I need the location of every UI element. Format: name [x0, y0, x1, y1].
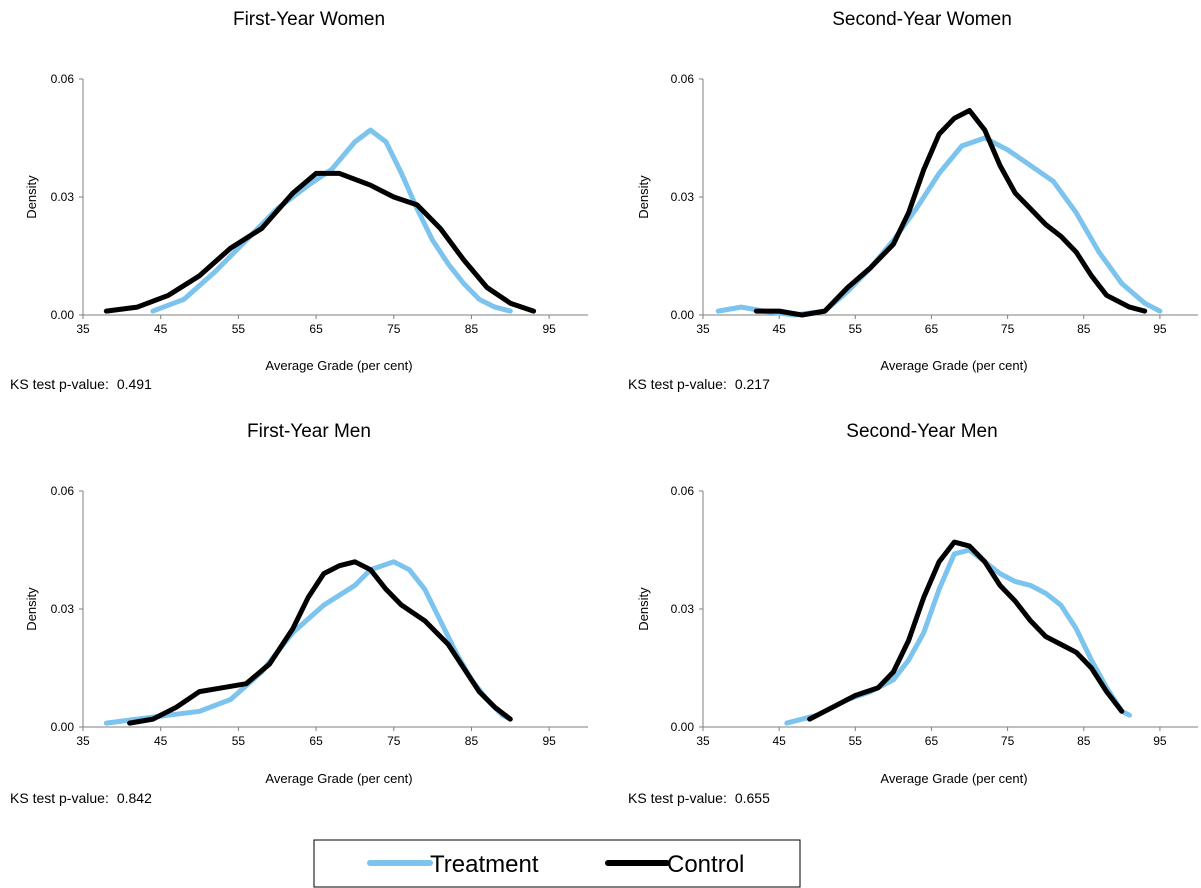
x-tick-label: 75: [387, 734, 401, 748]
x-tick-label: 55: [849, 734, 863, 748]
panel-2: Second-Year Women 0.00 0.03 0.06 35 45 55 65 75 8…: [628, 9, 1198, 392]
x-axis-label: Average Grade (per cent): [265, 358, 412, 373]
y-tick-label: 0.06: [671, 484, 695, 498]
y-tick-label: 0.03: [51, 190, 75, 204]
x-tick-label: 45: [154, 322, 168, 336]
panel-4: Second-Year Men 0.00 0.03 0.06 35 45 55 65 75 85 9…: [628, 421, 1198, 806]
y-tick-label: 0.03: [671, 190, 695, 204]
series-line-treatment: [150, 127, 513, 314]
x-tick-label: 95: [542, 322, 556, 336]
ks-test-annotation: KS test p-value: 0.842: [10, 790, 152, 806]
ks-test-label: KS test p-value:: [10, 376, 109, 392]
ks-test-value: 0.217: [735, 376, 770, 392]
x-tick-label: 75: [1001, 322, 1015, 336]
x-tick-label: 95: [1153, 734, 1167, 748]
x-tick-label: 35: [696, 734, 710, 748]
y-tick-label: 0.00: [51, 308, 75, 322]
x-tick-label: 75: [387, 322, 401, 336]
y-tick-label: 0.00: [671, 720, 695, 734]
x-tick-label: 35: [76, 322, 90, 336]
x-axis-label: Average Grade (per cent): [880, 771, 1027, 786]
panels: First-Year Women 0.00 0.03 0.06 35 45 55 65 75 85…: [10, 9, 1198, 806]
x-tick-label: 65: [925, 322, 939, 336]
x-tick-label: 95: [542, 734, 556, 748]
x-tick-label: 35: [696, 322, 710, 336]
x-tick-label: 95: [1153, 322, 1167, 336]
y-tick-label: 0.03: [51, 602, 75, 616]
ks-test-annotation: KS test p-value: 0.491: [10, 376, 152, 392]
y-axis-label: Density: [24, 587, 39, 631]
ks-test-annotation: KS test p-value: 0.217: [628, 376, 770, 392]
ks-test-value: 0.655: [735, 790, 770, 806]
x-tick-label: 75: [1001, 734, 1015, 748]
y-tick-label: 0.03: [671, 602, 695, 616]
x-tick-label: 45: [772, 734, 786, 748]
x-tick-label: 65: [309, 734, 323, 748]
x-axis-label: Average Grade (per cent): [880, 358, 1027, 373]
y-tick-label: 0.06: [671, 72, 695, 86]
y-tick-label: 0.00: [51, 720, 75, 734]
ks-test-label: KS test p-value:: [10, 790, 109, 806]
ks-test-value: 0.842: [117, 790, 152, 806]
x-tick-label: 45: [772, 322, 786, 336]
x-tick-label: 85: [1077, 322, 1091, 336]
legend-label-control: Control: [667, 851, 744, 878]
y-axis-label: Density: [636, 175, 651, 219]
panel-1: First-Year Women 0.00 0.03 0.06 35 45 55 65 75 85…: [10, 9, 588, 392]
ks-test-annotation: KS test p-value: 0.655: [628, 790, 770, 806]
y-tick-label: 0.06: [51, 484, 75, 498]
x-tick-label: 55: [849, 322, 863, 336]
x-tick-label: 55: [232, 734, 246, 748]
panel-title: Second-Year Women: [832, 9, 1012, 30]
panel-3: First-Year Men 0.00 0.03 0.06 35 45 55 65 75 85 95…: [10, 421, 588, 806]
panel-title: First-Year Women: [233, 9, 385, 30]
y-axis-label: Density: [24, 175, 39, 219]
series-line-control: [127, 559, 513, 726]
x-tick-label: 85: [465, 734, 479, 748]
series-line-control: [103, 170, 537, 314]
x-axis-label: Average Grade (per cent): [265, 771, 412, 786]
series-line-treatment: [715, 135, 1163, 318]
ks-test-label: KS test p-value:: [628, 376, 727, 392]
x-tick-label: 35: [76, 734, 90, 748]
ks-test-value: 0.491: [117, 376, 152, 392]
y-tick-label: 0.00: [671, 308, 695, 322]
x-tick-label: 55: [232, 322, 246, 336]
x-tick-label: 65: [925, 734, 939, 748]
series-line-treatment: [784, 547, 1132, 726]
ks-test-label: KS test p-value:: [628, 790, 727, 806]
legend: Treatment Control: [313, 839, 801, 888]
x-tick-label: 85: [1077, 734, 1091, 748]
panel-title: First-Year Men: [247, 421, 371, 442]
x-tick-label: 65: [309, 322, 323, 336]
x-tick-label: 85: [465, 322, 479, 336]
panel-title: Second-Year Men: [846, 421, 997, 442]
y-axis-label: Density: [636, 587, 651, 631]
series-line-control: [807, 539, 1125, 722]
x-tick-label: 45: [154, 734, 168, 748]
y-tick-label: 0.06: [51, 72, 75, 86]
series-line-control: [753, 108, 1148, 318]
legend-label-treatment: Treatment: [430, 851, 539, 878]
